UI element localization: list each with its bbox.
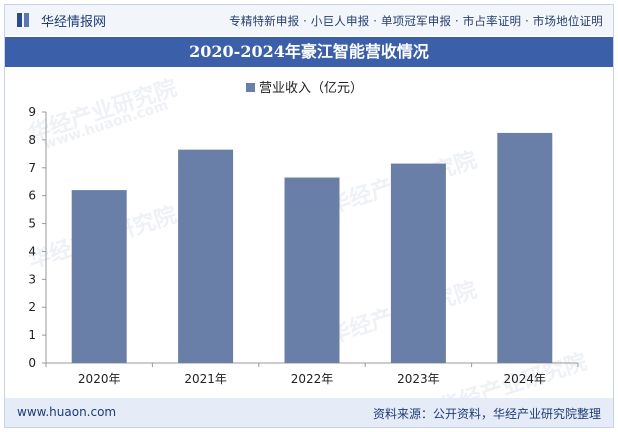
chart-title-bar: 2020-2024年豪江智能营收情况 <box>5 37 613 67</box>
y-tick-label: 4 <box>28 244 36 258</box>
y-tick-label: 9 <box>28 105 36 119</box>
y-tick-label: 5 <box>28 217 36 231</box>
y-tick-label: 8 <box>28 133 36 147</box>
huajing-logo-icon <box>17 13 33 27</box>
x-tick-label: 2024年 <box>504 372 547 386</box>
x-tick-label: 2022年 <box>291 372 334 386</box>
footer-url[interactable]: www.huaon.com <box>17 405 117 419</box>
y-tick-label: 7 <box>28 161 36 175</box>
brand-name: 华经情报网 <box>41 14 107 30</box>
y-tick-label: 6 <box>28 189 36 203</box>
bar <box>284 177 340 363</box>
brand[interactable]: 华经情报网 <box>17 12 107 30</box>
legend-swatch <box>246 83 255 92</box>
bar <box>497 132 553 363</box>
footer-bar: www.huaon.com 资料来源：公开资料，华经产业研究院整理 <box>5 398 613 427</box>
x-tick-label: 2021年 <box>184 372 227 386</box>
bar <box>390 163 446 363</box>
footer-source: 资料来源：公开资料，华经产业研究院整理 <box>372 407 601 421</box>
bar <box>71 190 127 363</box>
chart-title: 2020-2024年豪江智能营收情况 <box>189 42 429 61</box>
top-bar: 华经情报网 专精特新申报 · 小巨人申报 · 单项冠军申报 · 市占率证明 · … <box>5 5 613 35</box>
x-tick-label: 2023年 <box>397 372 440 386</box>
y-tick-label: 3 <box>28 272 36 286</box>
bar <box>178 149 234 363</box>
x-tick-label: 2020年 <box>78 372 121 386</box>
y-tick-label: 2 <box>28 300 36 314</box>
y-tick-label: 0 <box>28 356 36 370</box>
legend-label: 营业收入（亿元） <box>259 81 363 96</box>
service-nav[interactable]: 专精特新申报 · 小巨人申报 · 单项冠军申报 · 市占率证明 · 市场地位证明 <box>229 14 603 28</box>
y-tick-label: 1 <box>28 328 36 342</box>
